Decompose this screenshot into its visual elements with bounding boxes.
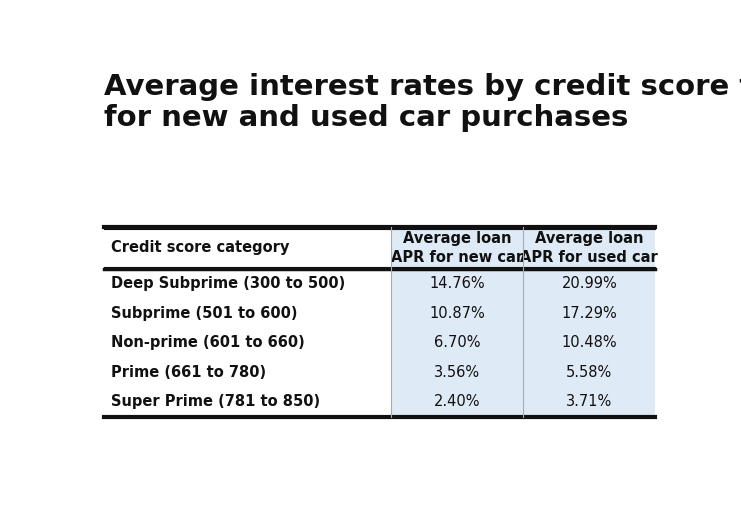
Text: Credit score category: Credit score category [111,240,290,256]
Text: Non-prime (601 to 660): Non-prime (601 to 660) [111,335,305,351]
Text: Average interest rates by credit score type
for new and used car purchases: Average interest rates by credit score t… [104,73,741,132]
Text: 10.48%: 10.48% [562,335,617,351]
Text: 10.87%: 10.87% [429,306,485,321]
Bar [391,387,523,417]
Text: Prime (661 to 780): Prime (661 to 780) [111,365,266,380]
Text: Average loan
APR for new car: Average loan APR for new car [391,230,523,265]
Text: Deep Subprime (300 to 500): Deep Subprime (300 to 500) [111,277,345,291]
Text: 20.99%: 20.99% [562,277,617,291]
Text: 6.70%: 6.70% [433,335,480,351]
Text: 2.40%: 2.40% [433,394,480,410]
Text: 3.56%: 3.56% [434,365,480,380]
Text: Super Prime (781 to 850): Super Prime (781 to 850) [111,394,320,410]
Bar [391,269,523,299]
Text: 3.71%: 3.71% [566,394,612,410]
Bar [523,269,655,299]
Text: 17.29%: 17.29% [562,306,617,321]
Bar [523,328,655,358]
Text: 14.76%: 14.76% [429,277,485,291]
Bar [523,358,655,387]
Bar [391,299,523,328]
Text: Average loan
APR for used car: Average loan APR for used car [520,230,658,265]
Bar [523,387,655,417]
Text: 5.58%: 5.58% [566,365,612,380]
Bar [391,358,523,387]
Bar [391,328,523,358]
Bar [523,299,655,328]
Text: Subprime (501 to 600): Subprime (501 to 600) [111,306,297,321]
